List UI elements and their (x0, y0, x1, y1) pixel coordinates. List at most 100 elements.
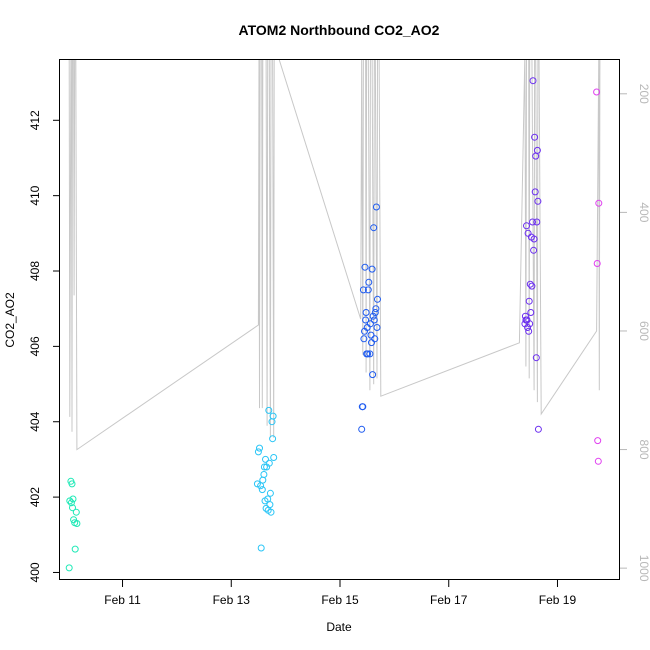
data-point (260, 463, 268, 471)
data-point (594, 437, 602, 445)
chart-title: ATOM2 Northbound CO2_AO2 (239, 22, 440, 38)
x-tick-label: Feb 13 (213, 593, 251, 607)
data-point (269, 435, 277, 443)
data-point (527, 309, 535, 316)
data-point (71, 545, 79, 553)
x-tick-label: Feb 17 (430, 593, 468, 607)
data-point (593, 260, 601, 267)
x-tick-label: Feb 19 (539, 593, 577, 607)
x-axis: Feb 11 Feb 13 Feb 15 Feb 17 Feb 19 (104, 580, 576, 607)
y-tick-label: 402 (28, 487, 42, 507)
data-point (372, 203, 380, 211)
plot-frame (59, 59, 620, 580)
data-point (365, 278, 373, 286)
y-axis-label: CO2_AO2 (3, 292, 17, 348)
data-point (529, 218, 536, 226)
data-point (269, 412, 277, 420)
data-point (534, 425, 542, 433)
x-tick-label: Feb 15 (321, 593, 359, 607)
data-point (371, 309, 379, 316)
y-axis: 400 402 404 406 408 410 412 (28, 110, 60, 582)
data-point (368, 265, 376, 273)
data-point (366, 320, 374, 328)
data-point (361, 263, 369, 271)
data-point (532, 354, 540, 362)
data-point (270, 454, 278, 461)
background-line-layer (68, 60, 601, 451)
data-point (525, 297, 533, 305)
data-point (373, 324, 381, 331)
data-point (369, 371, 377, 379)
data-point (65, 564, 73, 572)
y-tick-label: 410 (28, 185, 42, 205)
points-layer (65, 77, 603, 572)
data-point (367, 331, 375, 339)
data-point (265, 459, 273, 467)
data-point (68, 480, 76, 488)
data-point (533, 218, 541, 226)
data-point (358, 425, 366, 433)
data-point (594, 457, 602, 465)
y-tick-label: 408 (28, 261, 42, 281)
series-4 (593, 88, 603, 465)
data-point (362, 309, 370, 316)
y2-tick-label: 600 (637, 321, 650, 341)
data-point (529, 77, 537, 85)
series-1 (253, 406, 278, 552)
data-point (267, 508, 275, 516)
data-point (69, 495, 77, 503)
data-point (531, 133, 539, 141)
data-point (593, 88, 601, 96)
data-point (72, 508, 80, 516)
data-point (523, 222, 530, 230)
data-point (362, 316, 370, 324)
y-tick-label: 404 (28, 411, 42, 431)
data-point (258, 486, 266, 494)
data-point (530, 246, 538, 254)
data-point (262, 455, 269, 463)
data-point (360, 335, 368, 343)
data-point (254, 448, 262, 456)
x-axis-label: Date (326, 620, 352, 634)
data-point (260, 471, 268, 478)
data-point (372, 305, 380, 313)
data-point (530, 235, 538, 243)
data-point (359, 286, 367, 294)
data-point (265, 406, 273, 414)
data-point (366, 350, 374, 358)
data-point (262, 504, 270, 512)
y-tick-label: 400 (28, 562, 42, 582)
y2-tick-label: 400 (637, 202, 650, 222)
data-point (533, 146, 541, 154)
series-0 (65, 477, 81, 572)
data-point (359, 403, 367, 411)
data-point (525, 327, 533, 335)
data-point (526, 280, 534, 288)
y-tick-label: 406 (28, 336, 42, 356)
data-point (371, 335, 379, 343)
data-point (521, 312, 529, 320)
data-point (528, 282, 536, 290)
data-point (256, 444, 263, 452)
data-point (526, 320, 534, 328)
series-3 (521, 77, 542, 433)
y2-tick-label: 200 (637, 84, 650, 104)
y2-tick-label: 800 (637, 440, 650, 460)
y2-tick-label: 1000 (637, 555, 650, 582)
data-point (364, 286, 372, 294)
data-point (370, 224, 378, 232)
data-point (69, 504, 76, 512)
data-point (370, 316, 378, 324)
y2-axis-right: 200 400 600 800 1000 (620, 84, 650, 582)
data-point (374, 295, 381, 303)
data-point (524, 324, 532, 331)
data-point (531, 188, 539, 196)
background-trace-line (68, 60, 601, 451)
data-point (73, 520, 81, 527)
y-tick-label: 412 (28, 110, 42, 130)
data-point (364, 350, 372, 358)
data-point (369, 312, 377, 320)
data-point (257, 544, 265, 552)
